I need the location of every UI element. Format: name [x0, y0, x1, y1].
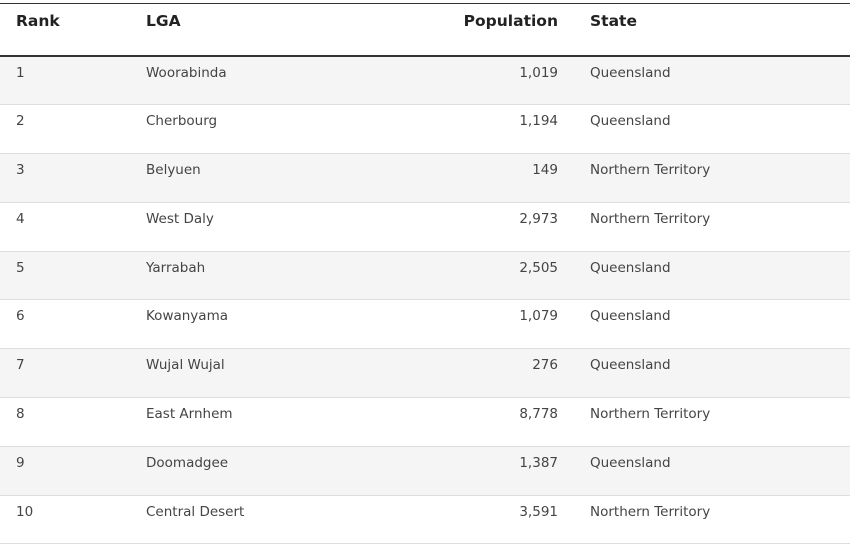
- cell-population: 1,194: [350, 104, 574, 155]
- cell-lga: Cherbourg: [130, 104, 350, 155]
- table-row: 1 Woorabinda 1,019 Queensland: [0, 56, 850, 106]
- cell-population: 3,591: [350, 495, 574, 545]
- cell-state: Queensland: [574, 348, 850, 399]
- cell-lga: Kowanyama: [130, 299, 350, 350]
- cell-rank: 3: [0, 153, 130, 203]
- cell-population: 149: [350, 153, 574, 203]
- table-row: 4 West Daly 2,973 Northern Territory: [0, 202, 850, 252]
- cell-state: Northern Territory: [574, 153, 850, 203]
- cell-lga: West Daly: [130, 202, 350, 252]
- table-row: 2 Cherbourg 1,194 Queensland: [0, 104, 850, 155]
- table-row: 7 Wujal Wujal 276 Queensland: [0, 348, 850, 399]
- column-header-population[interactable]: Population: [350, 4, 574, 57]
- cell-rank: 4: [0, 202, 130, 252]
- lga-table-container: Rank LGA Population State 1 Woorabinda 1…: [0, 3, 850, 545]
- column-header-rank[interactable]: Rank: [0, 4, 130, 57]
- table-row: 3 Belyuen 149 Northern Territory: [0, 153, 850, 203]
- table-row: 9 Doomadgee 1,387 Queensland: [0, 446, 850, 496]
- cell-rank: 8: [0, 397, 130, 447]
- cell-state: Northern Territory: [574, 495, 850, 545]
- column-header-state[interactable]: State: [574, 4, 850, 57]
- cell-state: Queensland: [574, 56, 850, 106]
- cell-population: 2,505: [350, 251, 574, 301]
- cell-rank: 2: [0, 104, 130, 155]
- cell-lga: Wujal Wujal: [130, 348, 350, 399]
- column-header-lga[interactable]: LGA: [130, 4, 350, 57]
- cell-state: Queensland: [574, 251, 850, 301]
- table-body: 1 Woorabinda 1,019 Queensland 2 Cherbour…: [0, 56, 850, 545]
- cell-lga: Yarrabah: [130, 251, 350, 301]
- cell-lga: Doomadgee: [130, 446, 350, 496]
- cell-population: 1,079: [350, 299, 574, 350]
- table-header: Rank LGA Population State: [0, 4, 850, 57]
- cell-rank: 9: [0, 446, 130, 496]
- cell-state: Queensland: [574, 104, 850, 155]
- lga-population-table: Rank LGA Population State 1 Woorabinda 1…: [0, 4, 850, 545]
- cell-population: 2,973: [350, 202, 574, 252]
- cell-lga: Central Desert: [130, 495, 350, 545]
- cell-lga: Woorabinda: [130, 56, 350, 106]
- cell-rank: 10: [0, 495, 130, 545]
- cell-population: 276: [350, 348, 574, 399]
- cell-state: Queensland: [574, 446, 850, 496]
- table-row: 10 Central Desert 3,591 Northern Territo…: [0, 495, 850, 545]
- cell-population: 8,778: [350, 397, 574, 447]
- table-row: 8 East Arnhem 8,778 Northern Territory: [0, 397, 850, 447]
- cell-rank: 1: [0, 56, 130, 106]
- cell-population: 1,019: [350, 56, 574, 106]
- table-row: 6 Kowanyama 1,079 Queensland: [0, 299, 850, 350]
- cell-rank: 6: [0, 299, 130, 350]
- cell-lga: East Arnhem: [130, 397, 350, 447]
- cell-state: Northern Territory: [574, 397, 850, 447]
- cell-lga: Belyuen: [130, 153, 350, 203]
- cell-population: 1,387: [350, 446, 574, 496]
- header-row: Rank LGA Population State: [0, 4, 850, 57]
- cell-rank: 7: [0, 348, 130, 399]
- cell-state: Queensland: [574, 299, 850, 350]
- cell-state: Northern Territory: [574, 202, 850, 252]
- cell-rank: 5: [0, 251, 130, 301]
- table-row: 5 Yarrabah 2,505 Queensland: [0, 251, 850, 301]
